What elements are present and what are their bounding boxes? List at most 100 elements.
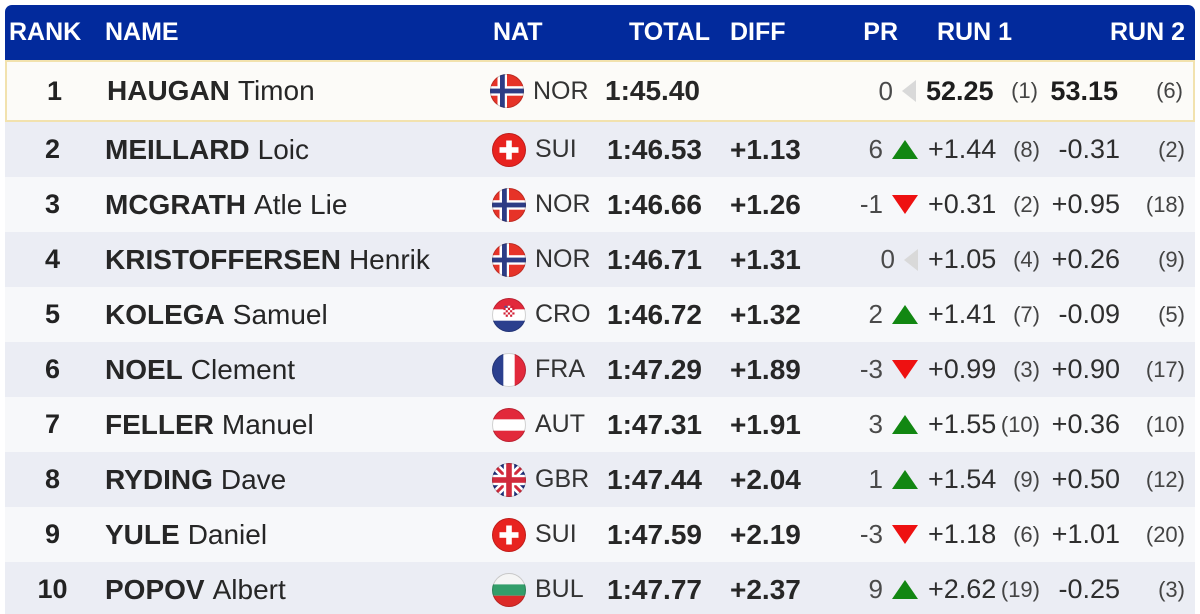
- athlete-last-name: KRISTOFFERSEN: [105, 243, 341, 275]
- pr-up-triangle-icon: [892, 470, 918, 489]
- run2-time: -0.31: [1058, 134, 1120, 164]
- flag-nor-icon: [492, 242, 526, 277]
- results-rows: 1 HAUGAN Timon NOR 1:45.40 0 52.25 (1) 53…: [5, 60, 1195, 614]
- position-change-value: 3: [868, 409, 883, 439]
- pr-down-triangle-icon: [892, 360, 918, 379]
- result-row[interactable]: 2 MEILLARD Loic SUI 1:46.53 +1.13 6 +1.44…: [5, 122, 1195, 177]
- total-time: 1:46.72: [607, 298, 702, 330]
- result-row[interactable]: 9 YULE Daniel SUI 1:47.59 +2.19 -3 +1.18 …: [5, 507, 1195, 562]
- diff-value: +1.31: [730, 243, 801, 275]
- result-row[interactable]: 7 FELLER Manuel AUT 1:47.31 +1.91 3 +1.55…: [5, 397, 1195, 452]
- athlete-first-name: Manuel: [221, 408, 314, 440]
- nation-code: BUL: [535, 575, 584, 603]
- pr-up-triangle-icon: [892, 580, 918, 599]
- total-time: 1:47.77: [607, 573, 702, 605]
- nation-code: SUI: [535, 135, 577, 163]
- position-change-cell: 9: [810, 574, 928, 605]
- run1-rank: (3): [1013, 356, 1040, 382]
- run2-time: 53.15: [1050, 75, 1118, 106]
- position-change-cell: 1: [810, 464, 928, 495]
- position-change-cell: 6: [810, 134, 928, 165]
- run1-rank: (4): [1013, 246, 1040, 272]
- athlete-last-name: KOLEGA: [105, 298, 225, 330]
- athlete-first-name: Loic: [257, 133, 310, 165]
- position-change-cell: 3: [810, 409, 928, 440]
- result-row[interactable]: 3 MCGRATH Atle Lie NOR 1:46.66 +1.26 -1 +…: [5, 177, 1195, 232]
- athlete-last-name: HAUGAN: [107, 75, 230, 106]
- athlete-first-name: Samuel: [232, 298, 328, 330]
- rank-value: 7: [44, 409, 61, 439]
- rank-value: 8: [44, 464, 61, 494]
- position-change-value: 6: [868, 134, 883, 164]
- run2-time: +0.50: [1051, 464, 1120, 494]
- total-time: 1:46.71: [607, 243, 702, 275]
- result-row[interactable]: 6 NOEL Clement FRA 1:47.29 +1.89 -3 +0.99…: [5, 342, 1195, 397]
- nation-code: GBR: [535, 465, 590, 493]
- rank-value: 6: [44, 354, 61, 384]
- column-header-run2: RUN 2: [1109, 18, 1185, 46]
- flag-nor-icon: [492, 187, 526, 222]
- run1-time: 52.25: [926, 75, 994, 106]
- nationality-cell: FRA: [492, 352, 607, 387]
- flag-aut-icon: [492, 407, 526, 442]
- result-row[interactable]: 4 KRISTOFFERSEN Henrik NOR 1:46.71 +1.31 …: [5, 232, 1195, 287]
- run2-time: +1.01: [1051, 519, 1120, 549]
- run2-time: +0.26: [1051, 244, 1120, 274]
- athlete-first-name: Clement: [190, 353, 296, 385]
- column-header-run1: RUN 1: [936, 18, 1012, 46]
- nation-code: NOR: [535, 190, 591, 218]
- athlete-name: FELLER Manuel: [100, 409, 492, 441]
- nationality-cell: AUT: [492, 407, 607, 442]
- run1-rank: (19): [1000, 576, 1040, 602]
- run2-time: +0.90: [1051, 354, 1120, 384]
- result-row[interactable]: 8 RYDING Dave GBR 1:47.44 +2.04 1 +1.54 (…: [5, 452, 1195, 507]
- rank-value: 10: [37, 574, 68, 604]
- athlete-last-name: POPOV: [105, 573, 205, 605]
- flag-gbr-icon: [492, 462, 526, 497]
- position-change-cell: -1: [810, 189, 928, 220]
- position-change-cell: 0: [808, 76, 926, 107]
- result-row[interactable]: 1 HAUGAN Timon NOR 1:45.40 0 52.25 (1) 53…: [5, 60, 1195, 122]
- column-header-name: NAME: [105, 18, 179, 46]
- position-change-value: 0: [880, 244, 895, 274]
- total-time: 1:47.31: [607, 408, 702, 440]
- position-change-cell: -3: [810, 354, 928, 385]
- result-row[interactable]: 5 KOLEGA Samuel CRO 1:46.72 +1.32 2 +1.41…: [5, 287, 1195, 342]
- athlete-last-name: NOEL: [105, 353, 183, 385]
- total-time: 1:47.29: [607, 353, 702, 385]
- flag-nor-icon: [490, 74, 524, 108]
- table-header: RANK NAME NAT TOTAL DIFF PR RUN 1 RUN 2: [5, 5, 1195, 60]
- column-header-total: TOTAL: [628, 18, 710, 46]
- nationality-cell: SUI: [492, 517, 607, 552]
- flag-fra-icon: [492, 352, 526, 387]
- flag-cro-icon: [492, 297, 526, 332]
- run1-time: +1.05: [928, 244, 997, 274]
- nationality-cell: GBR: [492, 462, 607, 497]
- athlete-last-name: FELLER: [105, 408, 214, 440]
- nation-code: AUT: [535, 410, 585, 438]
- nation-code: SUI: [535, 520, 577, 548]
- nationality-cell: BUL: [492, 572, 607, 607]
- diff-value: +1.89: [730, 353, 801, 385]
- result-row[interactable]: 10 POPOV Albert BUL 1:47.77 +2.37 9 +2.62…: [5, 562, 1195, 614]
- nationality-cell: NOR: [490, 74, 605, 108]
- run1-time: +1.44: [928, 134, 997, 164]
- diff-value: +2.04: [730, 463, 801, 495]
- diff-value: +1.13: [730, 133, 801, 165]
- nation-code: NOR: [535, 245, 591, 273]
- run1-rank: (1): [1011, 78, 1038, 103]
- athlete-first-name: Timon: [237, 75, 315, 106]
- run1-rank: (6): [1013, 521, 1040, 547]
- position-change-cell: 0: [810, 244, 928, 275]
- run2-time: +0.95: [1051, 189, 1120, 219]
- total-time: 1:47.59: [607, 518, 702, 550]
- run1-time: +1.41: [928, 299, 997, 329]
- total-time: 1:47.44: [607, 463, 702, 495]
- position-change-value: 1: [868, 464, 883, 494]
- nationality-cell: NOR: [492, 242, 607, 277]
- flag-sui-icon: [492, 517, 526, 552]
- nation-code: NOR: [533, 76, 589, 105]
- diff-value: +1.26: [730, 188, 801, 220]
- pr-neutral-triangle-icon: [902, 80, 916, 102]
- flag-bul-icon: [492, 572, 526, 607]
